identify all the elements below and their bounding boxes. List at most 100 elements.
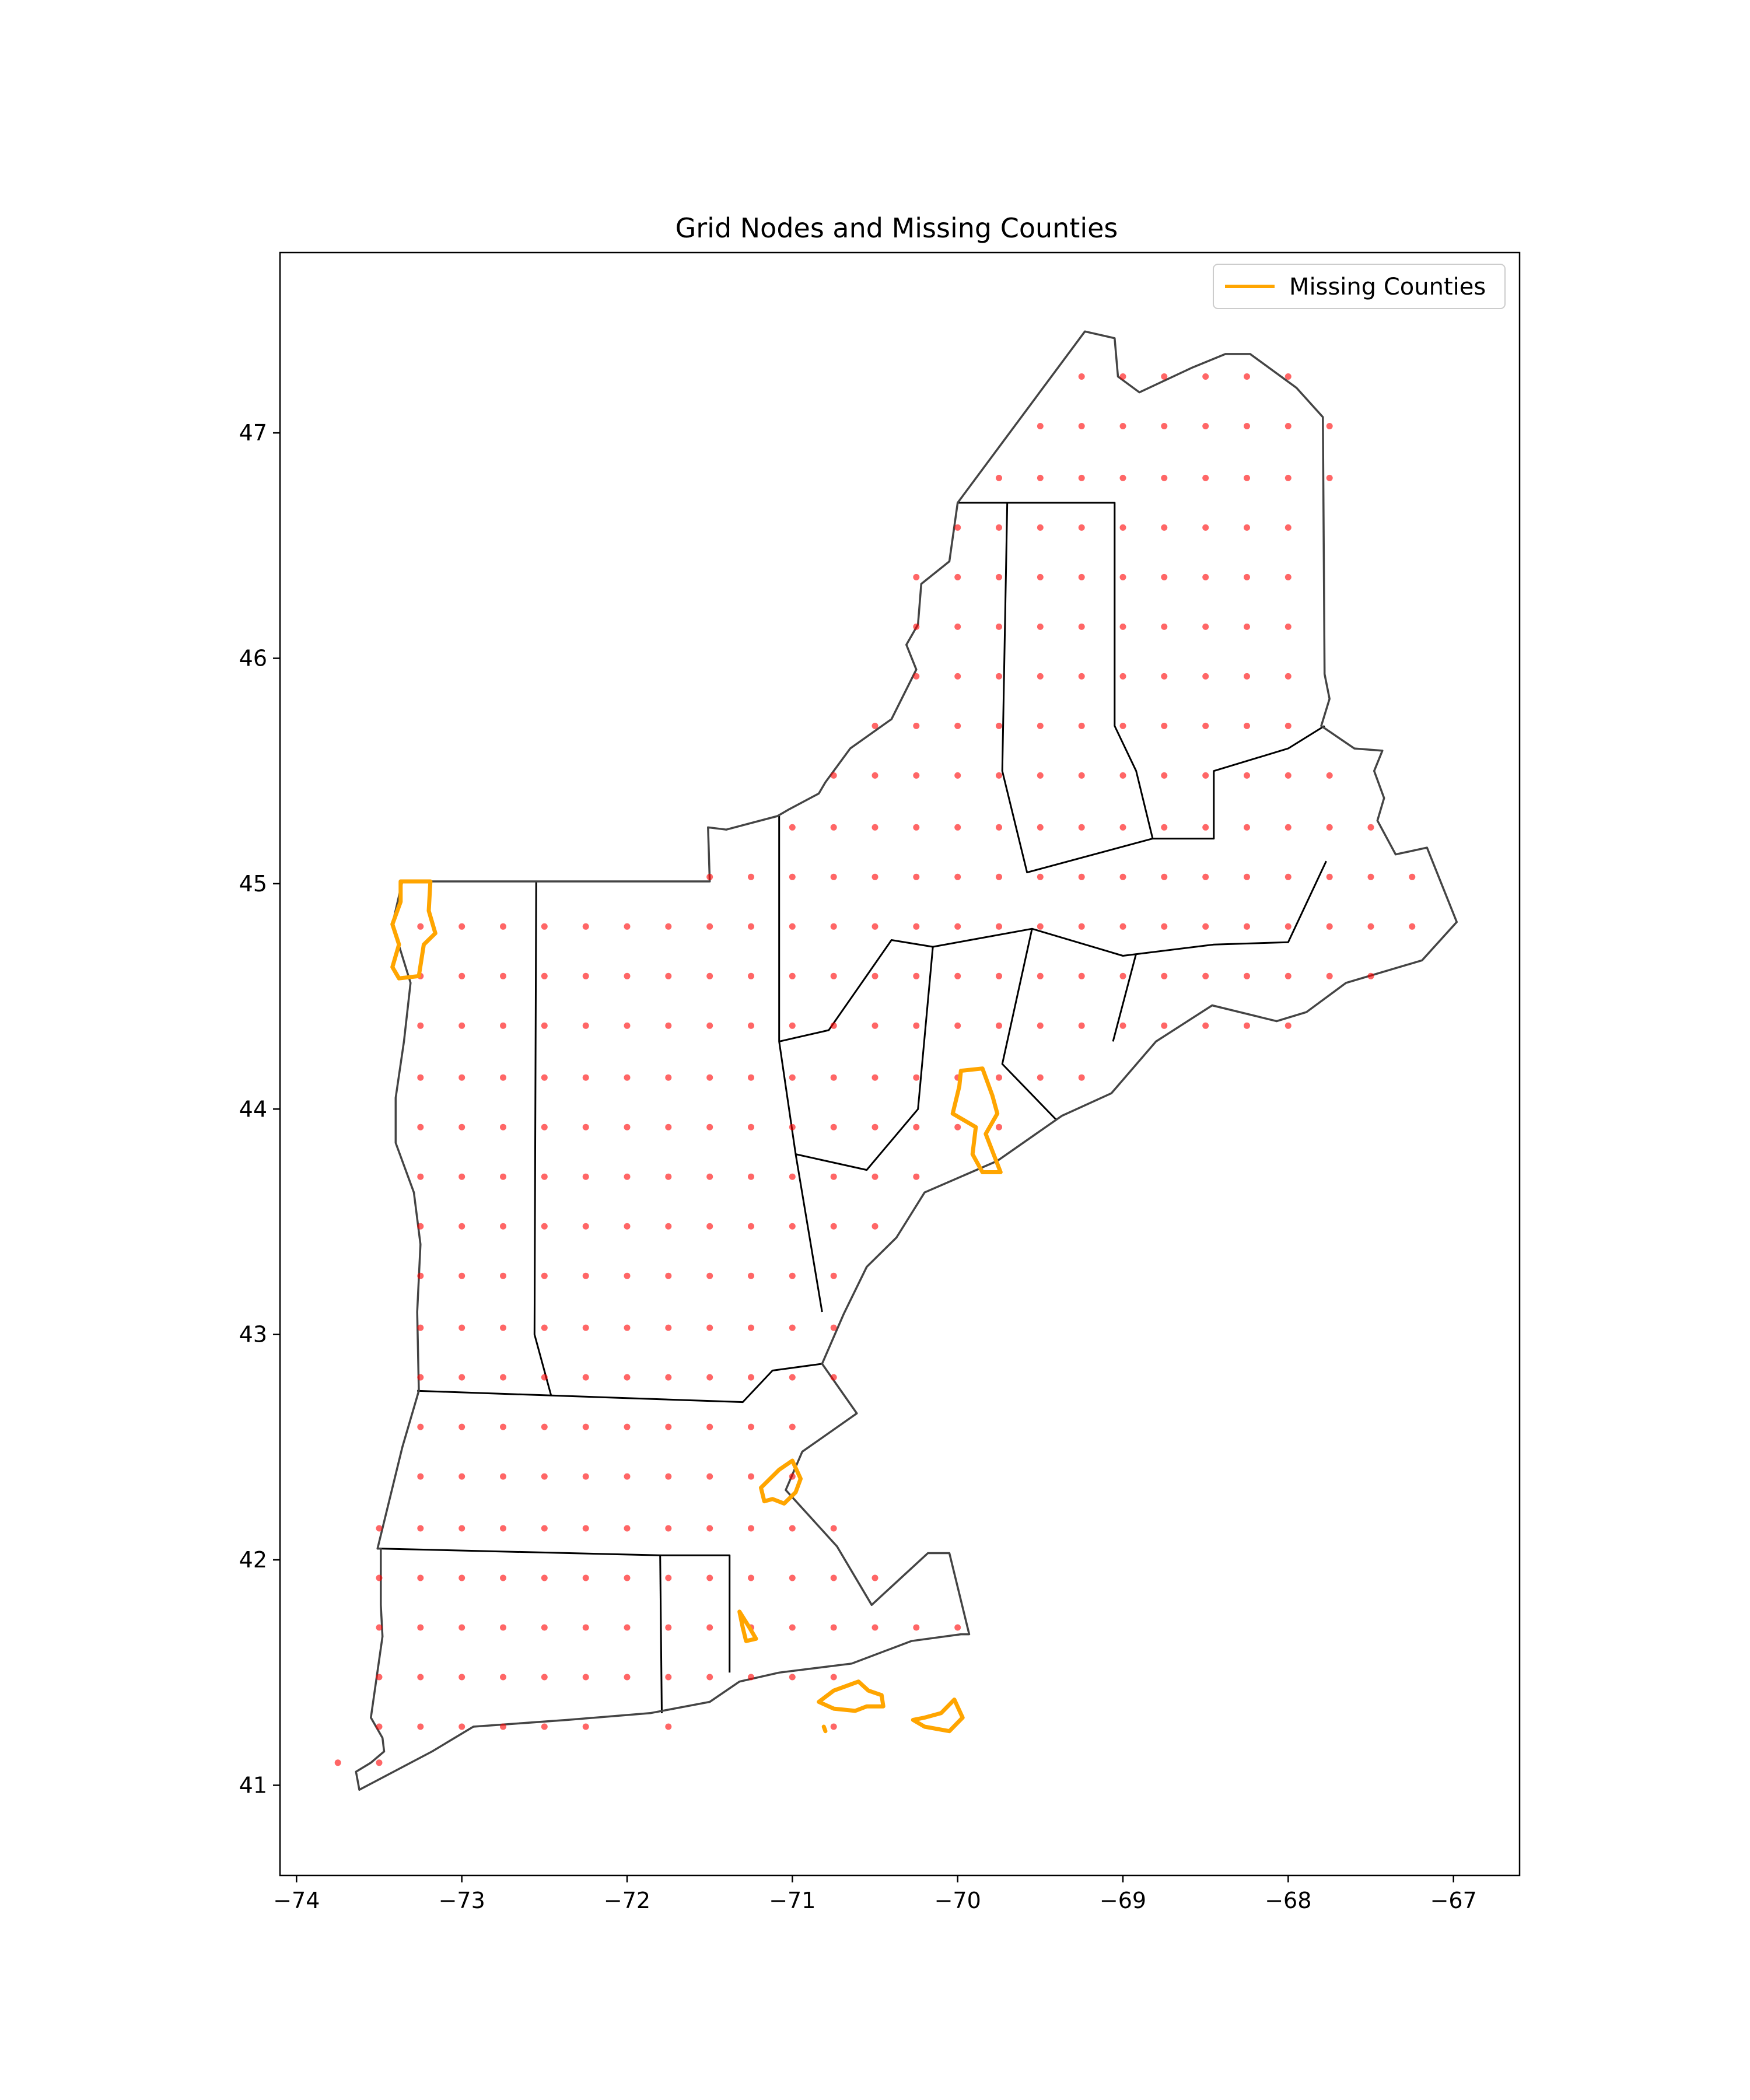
grid-node bbox=[459, 1624, 466, 1631]
grid-node bbox=[913, 722, 920, 729]
grid-node bbox=[417, 923, 424, 930]
grid-node bbox=[789, 1272, 796, 1279]
grid-node bbox=[1161, 1022, 1168, 1029]
grid-node bbox=[748, 1574, 754, 1581]
county-boundary-line bbox=[957, 502, 1325, 840]
grid-node bbox=[624, 923, 631, 930]
grid-node bbox=[1244, 573, 1250, 580]
grid-node bbox=[334, 1759, 341, 1766]
grid-node bbox=[954, 1022, 961, 1029]
grid-node bbox=[830, 772, 837, 779]
grid-node bbox=[417, 1723, 424, 1730]
state-outline-layer bbox=[355, 330, 1458, 1791]
grid-node bbox=[913, 1624, 920, 1631]
grid-node bbox=[1119, 722, 1126, 729]
grid-node bbox=[417, 1574, 424, 1581]
grid-node bbox=[1326, 873, 1333, 880]
grid-node bbox=[1119, 474, 1126, 481]
grid-node bbox=[1244, 722, 1250, 729]
grid-node bbox=[500, 1423, 506, 1430]
grid-node bbox=[748, 873, 754, 880]
grid-node bbox=[665, 1374, 672, 1381]
grid-node bbox=[1078, 1022, 1085, 1029]
grid-node bbox=[872, 1223, 878, 1230]
grid-node bbox=[376, 1624, 383, 1631]
grid-node bbox=[1284, 873, 1292, 880]
grid-node bbox=[1244, 623, 1250, 630]
x-tick-label: −73 bbox=[439, 1888, 485, 1913]
grid-node bbox=[996, 972, 1002, 979]
grid-node bbox=[706, 1423, 713, 1430]
grid-node bbox=[1119, 673, 1126, 680]
grid-node bbox=[1326, 772, 1333, 779]
grid-node bbox=[1161, 423, 1168, 429]
grid-node bbox=[748, 972, 754, 979]
grid-node bbox=[789, 972, 796, 979]
grid-node bbox=[459, 1124, 466, 1130]
grid-node bbox=[1161, 722, 1168, 729]
grid-node bbox=[1244, 474, 1250, 481]
grid-node bbox=[954, 873, 961, 880]
grid-node bbox=[1284, 923, 1292, 930]
grid-node bbox=[1037, 923, 1044, 930]
grid-node bbox=[830, 1124, 837, 1130]
grid-node bbox=[996, 873, 1002, 880]
grid-node bbox=[748, 1022, 754, 1029]
grid-node bbox=[1326, 423, 1333, 429]
grid-node bbox=[1037, 524, 1044, 531]
grid-node bbox=[500, 1223, 506, 1230]
grid-node bbox=[1037, 873, 1044, 880]
grid-node bbox=[624, 972, 631, 979]
grid-node bbox=[706, 873, 713, 880]
x-tick-label: −68 bbox=[1265, 1888, 1311, 1913]
grid-node bbox=[1078, 722, 1085, 729]
grid-node bbox=[665, 1074, 672, 1081]
grid-node bbox=[706, 1674, 713, 1681]
grid-node bbox=[624, 1074, 631, 1081]
grid-node bbox=[872, 873, 878, 880]
grid-node bbox=[1161, 474, 1168, 481]
grid-node bbox=[913, 673, 920, 680]
grid-node bbox=[417, 1173, 424, 1180]
grid-node bbox=[624, 1022, 631, 1029]
grid-node bbox=[789, 1223, 796, 1230]
new-england-outline bbox=[355, 330, 1458, 1791]
missing-county-outline bbox=[390, 879, 438, 981]
missing-county-outline bbox=[737, 1609, 758, 1643]
grid-node bbox=[1161, 972, 1168, 979]
grid-node bbox=[624, 1423, 631, 1430]
grid-node bbox=[748, 1473, 754, 1480]
grid-node bbox=[417, 1674, 424, 1681]
grid-node bbox=[1202, 873, 1209, 880]
grid-node bbox=[459, 1022, 466, 1029]
x-tick-label: −71 bbox=[769, 1888, 816, 1913]
county-lines-layer bbox=[380, 502, 1327, 1713]
grid-node bbox=[1202, 573, 1209, 580]
grid-node bbox=[665, 1423, 672, 1430]
grid-node bbox=[996, 772, 1002, 779]
grid-node bbox=[665, 1525, 672, 1532]
grid-node bbox=[1284, 1022, 1292, 1029]
grid-node bbox=[1078, 573, 1085, 580]
county-boundary-line bbox=[380, 1548, 731, 1673]
grid-node bbox=[582, 1324, 589, 1331]
grid-node bbox=[1326, 972, 1333, 979]
grid-node bbox=[665, 1223, 672, 1230]
grid-node bbox=[665, 923, 672, 930]
grid-node bbox=[1284, 573, 1292, 580]
grid-node bbox=[789, 1473, 796, 1480]
grid-node bbox=[830, 1022, 837, 1029]
grid-node bbox=[500, 1723, 506, 1730]
grid-node bbox=[996, 1124, 1002, 1130]
grid-node bbox=[500, 972, 506, 979]
grid-node bbox=[541, 1423, 548, 1430]
grid-node bbox=[459, 923, 466, 930]
grid-node bbox=[872, 1074, 878, 1081]
grid-node bbox=[665, 1723, 672, 1730]
grid-node bbox=[1202, 923, 1209, 930]
grid-node bbox=[1244, 423, 1250, 429]
x-axis: −74 −73 −72 −71 −70 −69 −68 −67 bbox=[273, 1875, 1477, 1913]
grid-node bbox=[996, 722, 1002, 729]
grid-node bbox=[1119, 524, 1126, 531]
grid-node bbox=[459, 1272, 466, 1279]
